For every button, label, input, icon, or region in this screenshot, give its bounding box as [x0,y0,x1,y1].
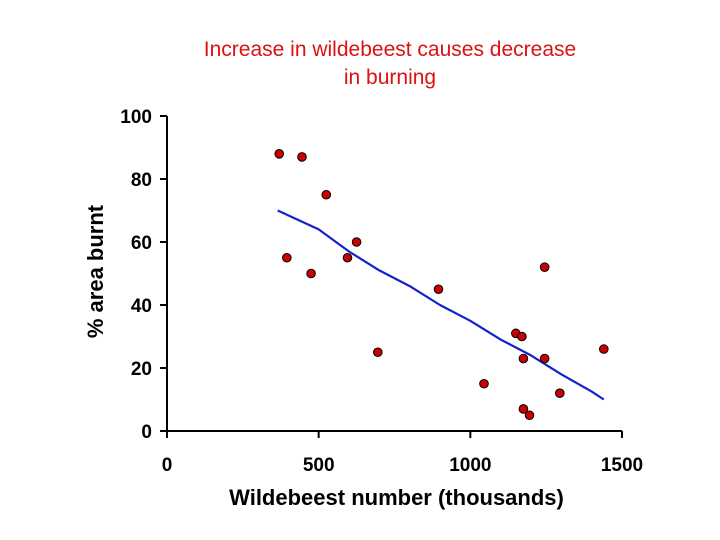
data-point [517,331,527,342]
axes [160,115,623,438]
y-tick-label: 0 [141,422,152,443]
data-point [274,149,285,159]
y-tick-label: 100 [120,107,152,128]
x-tick-label: 500 [303,455,335,476]
y-tick-label: 60 [131,233,152,254]
points-layer [274,149,609,421]
y-tick-label: 40 [131,296,152,317]
data-point [351,237,362,247]
data-point [342,252,353,263]
data-point [555,388,565,399]
data-point [539,262,550,273]
data-point [306,268,316,279]
data-point [297,152,307,162]
x-tick-label: 0 [162,455,173,476]
data-point [321,189,332,200]
data-point [599,344,609,354]
data-point [433,284,444,295]
chart-title-line-2: in burning [343,66,437,89]
x-axis-label: Wildebeest number (thousands) [229,485,564,510]
data-point [539,353,550,364]
x-tick-label: 1000 [449,455,491,476]
x-tick-label: 1500 [601,455,643,476]
data-point [373,347,383,358]
trendline-layer [277,209,605,401]
data-point [479,378,489,389]
y-tick-label: 20 [131,359,152,380]
y-tick-label: 80 [131,170,152,191]
data-point [524,410,535,421]
data-point [518,404,529,414]
y-axis-label: % area burnt [83,204,108,338]
data-point [518,353,529,364]
chart-title-line-1: Increase in wildebeest causes decrease [203,38,577,61]
trendline [277,209,605,401]
data-point [282,252,292,263]
chart-title: Increase in wildebeest causes decrease i… [0,36,720,92]
